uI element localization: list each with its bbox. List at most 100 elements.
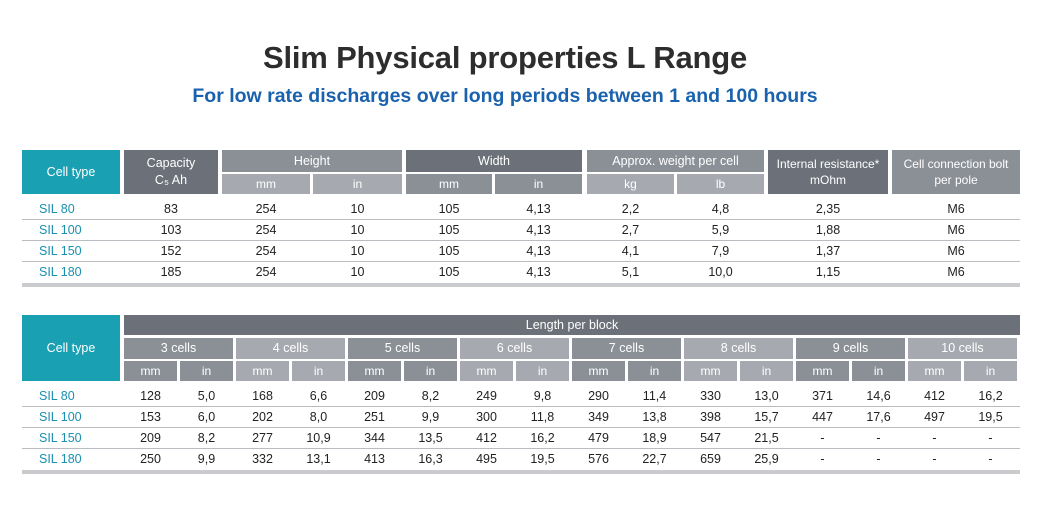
header-group-7-cells: 7 cells (572, 338, 681, 359)
table-cell: - (988, 451, 993, 466)
table-cell: 5,9 (711, 222, 730, 237)
table-cell: 250 (140, 451, 161, 466)
table-cell: - (876, 430, 881, 445)
header-width-label: Width (478, 153, 510, 168)
header-weight-lb: lb (677, 174, 764, 194)
table-row: SIL 180 250 9,9 332 13,1 413 16,3 495 19,5 576 22,… (22, 448, 1020, 469)
table-cell: 152 (160, 243, 182, 258)
table-cell: 447 (812, 409, 833, 424)
table-cell: 202 (252, 409, 273, 424)
table-cell: 1,37 (815, 243, 841, 258)
group-label: 3 cells (160, 341, 197, 356)
table-cell: 277 (252, 430, 273, 445)
header-group-10-cells: 10 cells (908, 338, 1017, 359)
table-cell: 4,13 (526, 222, 551, 237)
table-cell: 254 (255, 201, 277, 216)
table-cell: 249 (476, 388, 497, 403)
group-label: 10 cells (941, 341, 984, 356)
table-cell: 6,6 (309, 388, 328, 403)
table-cell: 371 (812, 388, 833, 403)
page-title: Slim Physical properties L Range (262, 40, 748, 75)
header-group-3-cells: 3 cells (124, 338, 233, 359)
header-cell-type-label: Cell type (46, 340, 96, 355)
table-cell: 105 (438, 222, 460, 237)
table-cell: 251 (364, 409, 385, 424)
row-cell-type: SIL 150 (39, 243, 82, 258)
table-cell: 254 (255, 222, 277, 237)
header-height-in: in (313, 174, 402, 194)
table-cell: M6 (947, 243, 965, 258)
table-cell: 103 (160, 222, 182, 237)
row-cell-type: SIL 80 (39, 388, 75, 403)
table-cell: 497 (924, 409, 945, 424)
table-cell: 413 (364, 451, 385, 466)
table-cell: 9,9 (421, 409, 440, 424)
row-divider (22, 219, 1020, 220)
group-label: 8 cells (720, 341, 757, 356)
header-unit-in: in (964, 361, 1017, 381)
unit-mm: mm (476, 363, 497, 378)
table-cell: 13,1 (306, 451, 331, 466)
table-cell: 2,2 (621, 201, 640, 216)
table-cell: 2,35 (815, 201, 841, 216)
table-cell: 16,2 (530, 430, 555, 445)
unit-in: in (313, 363, 324, 378)
header-group-4-cells: 4 cells (236, 338, 345, 359)
table-cell: 17,6 (866, 409, 891, 424)
header-unit-mm: mm (348, 361, 401, 381)
table-cell: 495 (476, 451, 497, 466)
table-cell: 25,9 (754, 451, 779, 466)
table-cell: 8,2 (197, 430, 216, 445)
table-cell: 10,0 (708, 264, 733, 279)
table-cell: 209 (364, 388, 385, 403)
table-cell: M6 (947, 222, 965, 237)
table-cell: 1,15 (815, 264, 841, 279)
table-cell: - (876, 451, 881, 466)
table-cell: 21,5 (754, 430, 779, 445)
row-divider (22, 240, 1020, 241)
table-footer-bar (22, 283, 1020, 287)
group-label: 9 cells (832, 341, 869, 356)
table-cell: 412 (476, 430, 497, 445)
row-cell-type: SIL 150 (39, 430, 82, 445)
row-divider (22, 448, 1020, 449)
header-bolt-line2: per pole (934, 173, 978, 187)
table-cell: 349 (588, 409, 609, 424)
table-cell: 16,2 (978, 388, 1003, 403)
header-height: Height (222, 150, 402, 172)
header-unit-in: in (852, 361, 905, 381)
unit-in: in (985, 363, 996, 378)
row-cell-type: SIL 180 (39, 264, 82, 279)
unit-in: in (873, 363, 884, 378)
table-cell: - (932, 451, 937, 466)
table-cell: 11,4 (642, 388, 667, 403)
header-group-9-cells: 9 cells (796, 338, 905, 359)
table-cell: 4,13 (526, 243, 551, 258)
unit-mm: mm (140, 363, 161, 378)
table-cell: 19,5 (530, 451, 555, 466)
unit-lb: lb (715, 176, 726, 191)
table-cell: - (820, 451, 825, 466)
header-unit-in: in (180, 361, 233, 381)
header-width-in: in (495, 174, 582, 194)
table-cell: 22,7 (642, 451, 667, 466)
table-cell: 330 (700, 388, 721, 403)
table-row: SIL 80 128 5,0 168 6,6 209 8,2 249 9,8 290 11,4 330… (22, 385, 1020, 406)
row-divider (22, 261, 1020, 262)
unit-in: in (533, 176, 544, 191)
unit-mm: mm (252, 363, 273, 378)
header-length-label: Length per block (525, 317, 619, 332)
unit-mm: mm (588, 363, 609, 378)
table-cell: 2,7 (621, 222, 640, 237)
table-cell: 576 (588, 451, 609, 466)
unit-mm: mm (256, 176, 276, 191)
table-cell: 5,1 (621, 264, 640, 279)
table-cell: 300 (476, 409, 497, 424)
table-cell: 254 (255, 264, 277, 279)
header-capacity: Capacity C₅ Ah (124, 150, 218, 194)
header-connection-bolt: Cell connection bolt per pole (892, 150, 1020, 194)
table-cell: 10 (350, 243, 365, 258)
group-label: 5 cells (384, 341, 421, 356)
table-cell: 479 (588, 430, 609, 445)
group-label: 6 cells (496, 341, 533, 356)
